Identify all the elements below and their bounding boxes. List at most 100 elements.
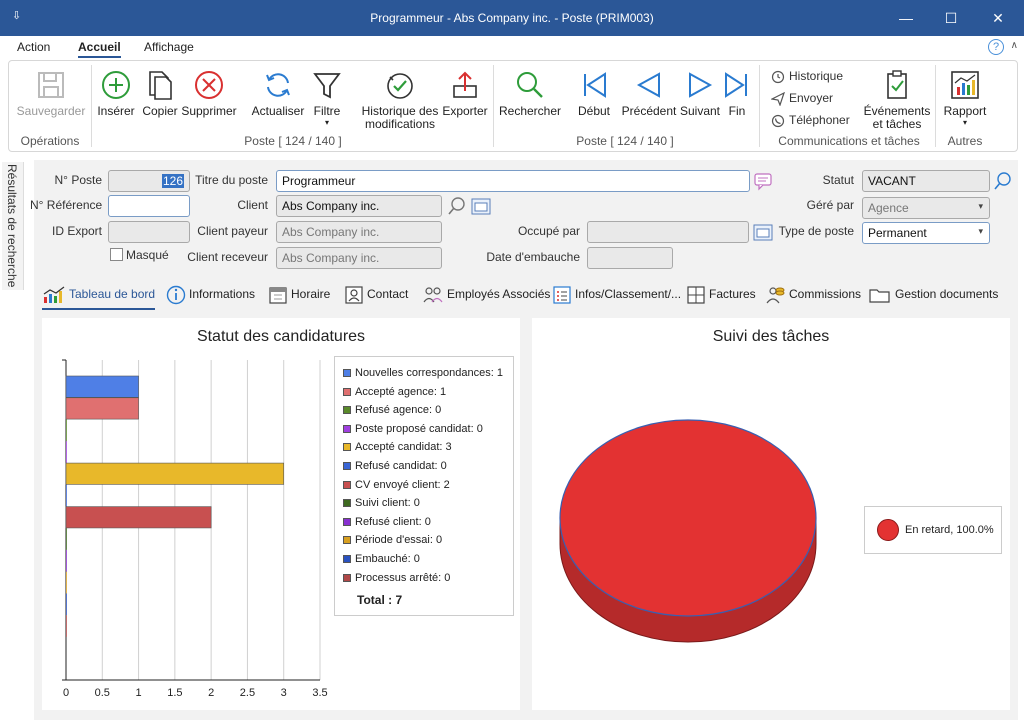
search-results-side-tab[interactable]: Résultats de recherche xyxy=(2,162,24,290)
tab-employes-associes[interactable]: Employés Associés xyxy=(422,282,550,310)
filter-dropdown-icon: ▾ xyxy=(324,118,329,127)
legend-item: Processus arrêté: 0 xyxy=(343,572,450,584)
close-window-button[interactable]: ✕ xyxy=(992,10,1004,26)
legend-item: Nouvelles correspondances: 1 xyxy=(343,367,503,379)
quick-access-icon[interactable]: ⇩ xyxy=(12,10,22,22)
legend-label: Refusé client: 0 xyxy=(355,515,431,528)
invoice-icon xyxy=(687,286,705,304)
tab-strip: Tableau de bord Informations Horaire Con… xyxy=(34,280,1018,310)
no-reference-label: N° Référence xyxy=(30,198,103,212)
masque-checkbox[interactable] xyxy=(110,248,123,261)
id-export-field[interactable] xyxy=(108,221,190,243)
client-open-icon[interactable] xyxy=(470,195,492,217)
legend-swatch xyxy=(343,369,351,378)
gere-dropdown[interactable]: Agence ▾ xyxy=(862,197,990,219)
legend-swatch xyxy=(343,517,351,526)
legend-item: Refusé client: 0 xyxy=(343,516,431,528)
candidatures-bar-chart: 0 0.5 1 1.5 2 2.5 3 3.5 xyxy=(62,359,328,699)
events-tasks-button[interactable]: Événements et tâches xyxy=(861,63,933,131)
history-button[interactable]: Historique des modifications xyxy=(359,63,441,131)
titre-field[interactable]: Programmeur xyxy=(276,170,750,192)
tab-informations[interactable]: Informations xyxy=(166,282,255,310)
legend-label: Période d'essai: 0 xyxy=(355,534,443,547)
x-tick-label: 1 xyxy=(136,687,142,699)
help-icon[interactable]: ? xyxy=(988,39,1004,55)
x-tick-label: 3.5 xyxy=(312,687,327,699)
legend-swatch-en-retard xyxy=(877,519,899,541)
associated-employees-icon xyxy=(423,287,443,303)
menu-bar: Action Accueil Affichage ? ∧ xyxy=(0,36,1024,60)
phone-button[interactable]: Téléphoner xyxy=(771,113,850,128)
bar-11 xyxy=(66,615,67,637)
bar-6 xyxy=(65,506,212,529)
occupe-label: Occupé par xyxy=(517,224,580,238)
last-record-button[interactable]: Fin xyxy=(721,63,753,129)
ribbon-separator xyxy=(759,65,760,147)
id-export-label: ID Export xyxy=(51,224,102,238)
insert-button[interactable]: Insérer xyxy=(95,63,137,129)
comm-history-button[interactable]: Historique xyxy=(771,69,843,84)
legend-item: CV envoyé client: 2 xyxy=(343,479,450,491)
client-payeur-field[interactable]: Abs Company inc. xyxy=(276,221,442,243)
delete-button[interactable]: Supprimer xyxy=(181,63,237,129)
next-record-button[interactable]: Suivant xyxy=(677,63,723,129)
search-icon xyxy=(517,72,543,98)
report-button[interactable]: Rapport ▾ xyxy=(939,63,991,133)
statut-label: Statut xyxy=(822,173,854,187)
client-payeur-label: Client payeur xyxy=(197,224,268,238)
x-tick-label: 3 xyxy=(281,687,287,699)
chevron-down-icon: ▾ xyxy=(978,201,983,211)
menu-action[interactable]: Action xyxy=(17,40,51,54)
x-tick-label: 2.5 xyxy=(240,687,255,699)
candidatures-chart-title: Statut des candidatures xyxy=(196,328,366,345)
occupe-field[interactable] xyxy=(587,221,749,243)
previous-record-button[interactable]: Précédent xyxy=(621,63,677,129)
type-poste-dropdown[interactable]: Permanent ▾ xyxy=(862,222,990,244)
copy-button[interactable]: Copier xyxy=(139,63,181,129)
calendar-icon xyxy=(269,287,287,304)
statut-search-icon[interactable] xyxy=(992,170,1014,192)
legend-label: Embauché: 0 xyxy=(355,553,420,565)
menu-accueil[interactable]: Accueil xyxy=(78,40,121,58)
date-embauche-label: Date d'embauche xyxy=(486,250,580,264)
statut-field[interactable]: VACANT xyxy=(862,170,990,192)
next-icon xyxy=(689,72,713,98)
collapse-ribbon-icon[interactable]: ∧ xyxy=(1010,40,1018,51)
tab-factures[interactable]: Factures xyxy=(686,282,756,310)
no-reference-field[interactable] xyxy=(108,195,190,217)
candidatures-legend: Total : 7 Nouvelles correspondances: 1 Ac… xyxy=(334,356,514,616)
legend-label: Refusé candidat: 0 xyxy=(355,460,447,472)
tab-gestion-documents[interactable]: Gestion documents xyxy=(868,282,998,310)
save-button[interactable]: Sauvegarder xyxy=(15,63,87,129)
no-poste-field[interactable]: 126 xyxy=(108,170,190,192)
menu-affichage[interactable]: Affichage xyxy=(144,40,194,54)
tab-commissions[interactable]: Commissions xyxy=(764,282,861,310)
legend-total: Total : 7 xyxy=(357,593,403,607)
tab-infos-classement[interactable]: Infos/Classement/... xyxy=(552,282,681,310)
legend-item: Embauché: 0 xyxy=(343,553,420,565)
client-label: Client xyxy=(237,198,268,212)
first-record-button[interactable]: Début xyxy=(573,63,615,129)
tab-contact[interactable]: Contact xyxy=(344,282,408,310)
refresh-button[interactable]: Actualiser xyxy=(249,63,307,129)
filter-button[interactable]: Filtre ▾ xyxy=(307,63,347,133)
occupe-open-icon[interactable] xyxy=(752,221,774,243)
group-comm-label: Communications et tâches xyxy=(778,134,920,148)
tab-tableau-de-bord[interactable]: Tableau de bord xyxy=(42,282,156,310)
export-button[interactable]: Exporter xyxy=(439,63,491,129)
date-embauche-field[interactable] xyxy=(587,247,673,269)
minimize-button[interactable]: — xyxy=(899,10,913,26)
client-receveur-field[interactable]: Abs Company inc. xyxy=(276,247,442,269)
client-field[interactable]: Abs Company inc. xyxy=(276,195,442,217)
client-search-icon[interactable] xyxy=(446,195,468,217)
search-button[interactable]: Rechercher xyxy=(497,63,563,129)
x-tick-label: 2 xyxy=(208,687,214,699)
masque-label: Masqué xyxy=(126,248,169,262)
pie-slice-en-retard xyxy=(559,419,817,617)
tab-horaire[interactable]: Horaire xyxy=(268,282,330,310)
comment-icon[interactable] xyxy=(752,170,774,192)
maximize-button[interactable]: ☐ xyxy=(944,10,958,26)
delete-circle-icon xyxy=(195,71,223,99)
send-button[interactable]: Envoyer xyxy=(770,91,833,107)
legend-label: Poste proposé candidat: 0 xyxy=(355,422,483,435)
